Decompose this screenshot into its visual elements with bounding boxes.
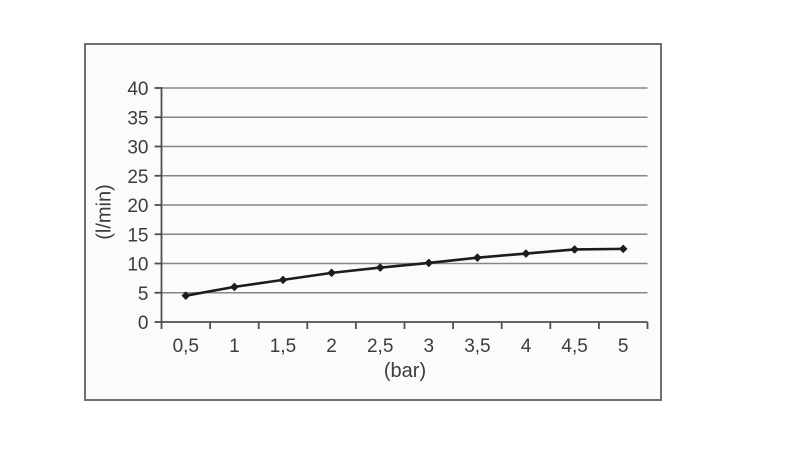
x-tick-label: 2	[326, 336, 337, 357]
x-axis-title: (bar)	[383, 360, 427, 382]
y-axis-title: (l/min)	[93, 184, 116, 240]
data-point-marker	[181, 291, 191, 300]
y-tick-label: 25	[127, 167, 148, 188]
x-tick-label: 3	[424, 336, 435, 357]
x-tick-label: 4	[521, 336, 532, 357]
data-point-marker	[521, 249, 531, 258]
y-tick-label: 30	[127, 138, 148, 159]
data-point-marker	[327, 268, 336, 278]
flow-rate-series-line	[184, 247, 625, 297]
data-point-marker	[618, 244, 628, 254]
x-tick-label: 0,5	[173, 336, 199, 357]
x-tick-label: 2,5	[367, 336, 393, 357]
y-tick-label: 35	[127, 108, 148, 129]
data-point-marker	[230, 282, 239, 292]
data-point-marker	[278, 275, 288, 285]
y-tick-label: 20	[127, 196, 148, 217]
chart-frame	[84, 43, 662, 401]
y-tick-label: 15	[127, 225, 148, 246]
y-tick-label: 40	[127, 79, 148, 100]
y-tick-label: 10	[127, 255, 148, 276]
x-tick-label: 5	[618, 336, 629, 357]
data-point-marker	[473, 253, 482, 262]
x-tick-label: 3,5	[464, 336, 490, 357]
x-tick-label: 1,5	[270, 336, 296, 357]
y-tick-label: 0	[138, 313, 149, 334]
x-tick-label: 4,5	[561, 336, 587, 357]
x-tick-label: 1	[229, 336, 240, 357]
data-point-marker	[375, 263, 385, 272]
data-point-marker	[570, 245, 579, 254]
data-point-marker	[424, 258, 434, 268]
y-tick-label: 5	[138, 284, 149, 305]
